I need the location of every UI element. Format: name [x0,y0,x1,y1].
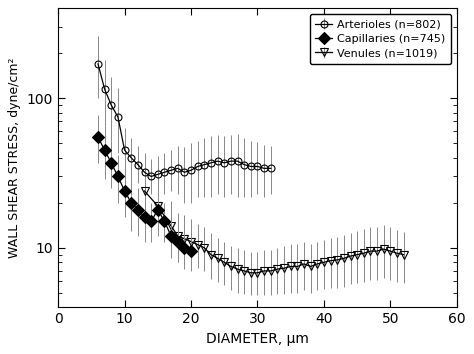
Legend: Arterioles (n=802), Capillaries (n=745), Venules (n=1019): Arterioles (n=802), Capillaries (n=745),… [310,14,451,64]
X-axis label: DIAMETER, μm: DIAMETER, μm [206,332,309,346]
Y-axis label: WALL SHEAR STRESS, dyne/cm²: WALL SHEAR STRESS, dyne/cm² [9,58,21,258]
